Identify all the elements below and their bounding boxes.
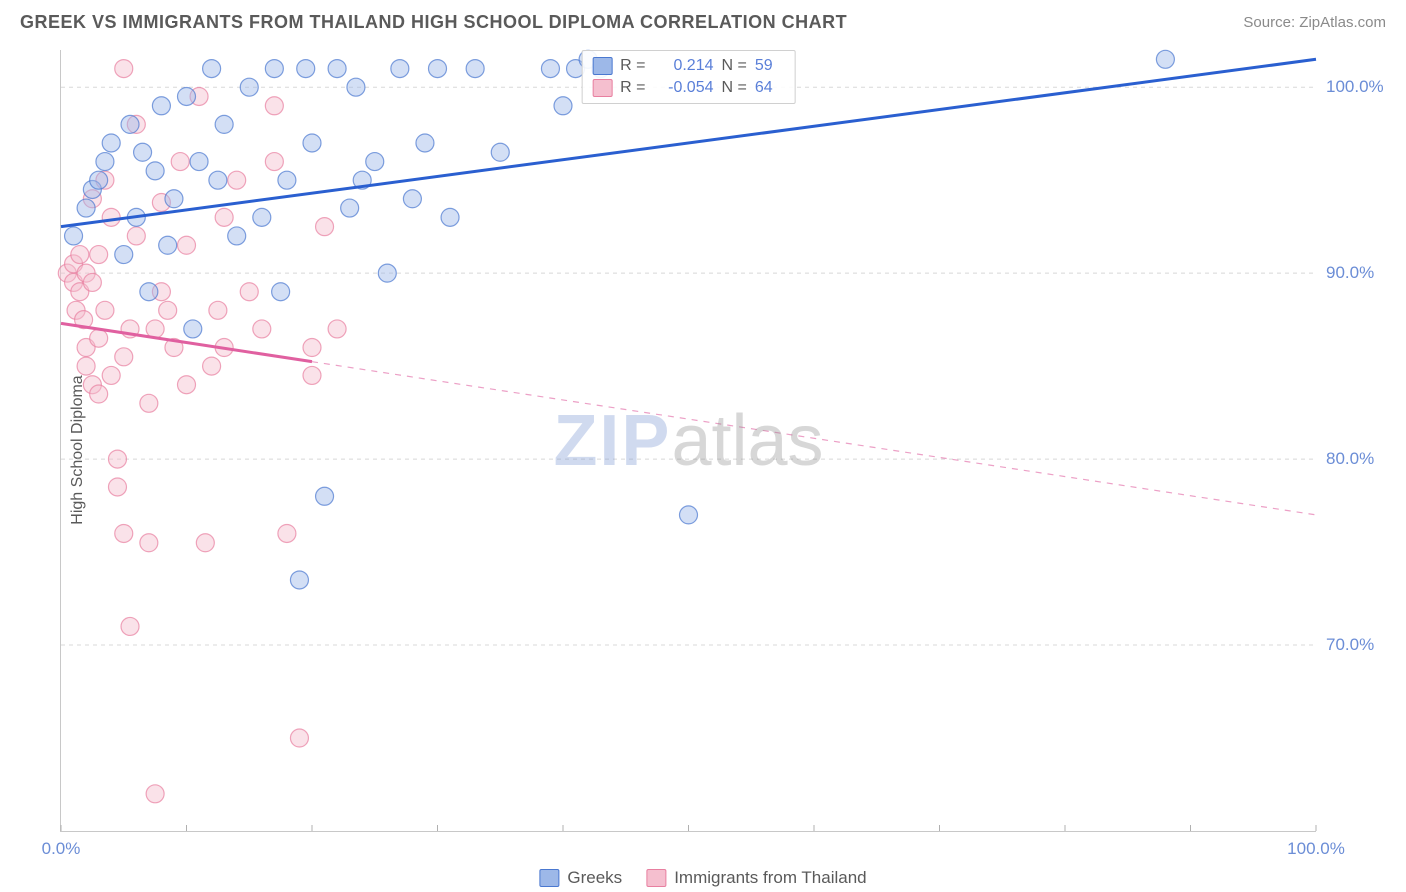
n-label: N =: [722, 57, 747, 75]
n-label: N =: [722, 79, 747, 97]
y-tick-label: 70.0%: [1326, 635, 1396, 655]
swatch-thailand: [592, 79, 612, 97]
y-tick-label: 90.0%: [1326, 263, 1396, 283]
plot-area: ZIPatlas R = 0.214 N = 59 R = -0.054 N =…: [60, 50, 1316, 832]
swatch-greeks: [592, 57, 612, 75]
r-value-greeks: 0.214: [654, 57, 714, 75]
legend-item-thailand: Immigrants from Thailand: [646, 868, 866, 888]
correlation-legend: R = 0.214 N = 59 R = -0.054 N = 64: [581, 50, 796, 104]
r-label: R =: [620, 79, 645, 97]
r-label: R =: [620, 57, 645, 75]
x-tick-label: 100.0%: [1287, 839, 1345, 859]
r-value-thailand: -0.054: [654, 79, 714, 97]
y-tick-label: 80.0%: [1326, 449, 1396, 469]
y-tick-label: 100.0%: [1326, 77, 1396, 97]
n-value-thailand: 64: [755, 79, 785, 97]
source-attribution: Source: ZipAtlas.com: [1243, 14, 1386, 31]
scatter-plot-svg: [61, 50, 1316, 831]
n-value-greeks: 59: [755, 57, 785, 75]
source-prefix: Source:: [1243, 14, 1299, 31]
chart-title: GREEK VS IMMIGRANTS FROM THAILAND HIGH S…: [20, 12, 847, 33]
series-label-thailand: Immigrants from Thailand: [674, 868, 866, 888]
x-tick-label: 0.0%: [42, 839, 81, 859]
chart-header: GREEK VS IMMIGRANTS FROM THAILAND HIGH S…: [0, 0, 1406, 41]
legend-item-greeks: Greeks: [539, 868, 622, 888]
legend-row-thailand: R = -0.054 N = 64: [592, 77, 785, 99]
chart-container: High School Diploma ZIPatlas R = 0.214 N…: [60, 50, 1316, 832]
legend-row-greeks: R = 0.214 N = 59: [592, 55, 785, 77]
series-label-greeks: Greeks: [567, 868, 622, 888]
series-legend: Greeks Immigrants from Thailand: [539, 868, 866, 888]
source-name: ZipAtlas.com: [1299, 14, 1386, 31]
swatch-thailand: [646, 869, 666, 887]
swatch-greeks: [539, 869, 559, 887]
